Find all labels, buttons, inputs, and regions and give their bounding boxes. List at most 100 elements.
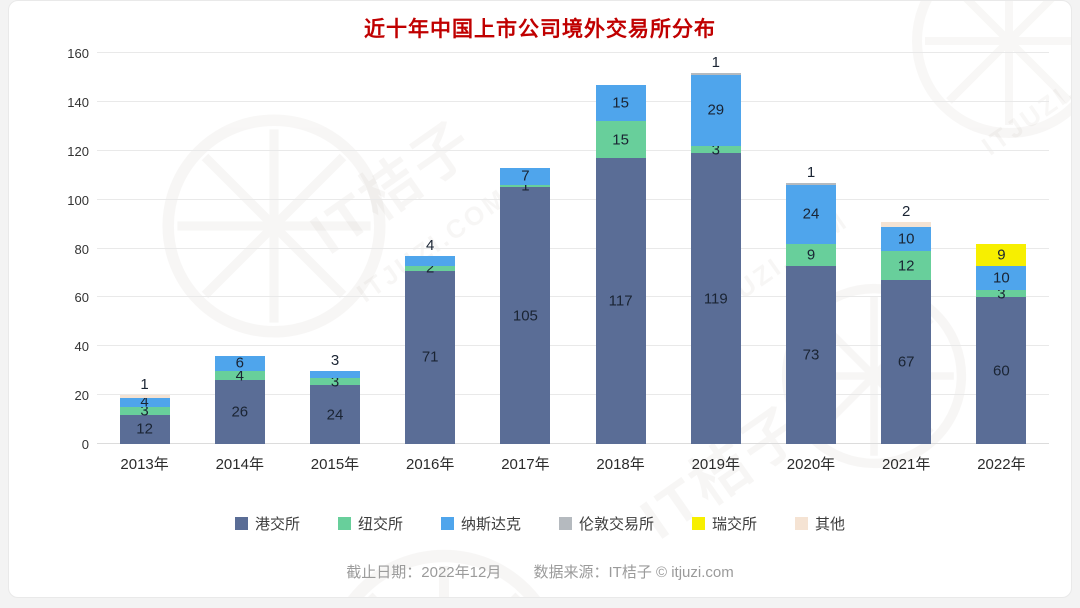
bar-value-label: 9 <box>997 246 1006 264</box>
bar-segment: 29 <box>690 75 741 146</box>
legend-item: 纽交所 <box>337 513 403 534</box>
bar-value-label: 3 <box>997 285 1006 303</box>
bar-segment: 1 <box>500 179 551 194</box>
legend-item: 瑞交所 <box>692 513 757 534</box>
gridline <box>97 394 1049 396</box>
legend-label: 纳斯达克 <box>460 516 521 533</box>
bar-slot: 24 3 3 <box>287 53 382 444</box>
x-axis-label: 2014年 <box>215 456 264 473</box>
bar-value-label: 60 <box>993 362 1010 380</box>
bar-slot: 67 12 10 2 <box>859 53 954 444</box>
bar-value-label: 15 <box>612 131 629 149</box>
x-axis-label: 2021年 <box>882 456 931 473</box>
bar-slot: 26 4 6 <box>192 53 287 444</box>
bar-segment: 7 <box>500 167 551 185</box>
x-axis-label: 2017年 <box>501 456 550 473</box>
legend-item: 纳斯达克 <box>440 513 521 534</box>
gridline <box>97 100 1049 102</box>
gridline <box>97 149 1049 151</box>
bar-segment: 105 <box>500 187 551 444</box>
legend-marker <box>234 517 248 530</box>
y-axis-tick-label: 60 <box>74 290 89 306</box>
legend-label: 港交所 <box>254 516 300 533</box>
gridline <box>97 52 1049 53</box>
bar-segment: 4 <box>214 368 265 383</box>
y-axis-tick-label: 160 <box>67 46 89 61</box>
bar-segment: 9 <box>785 243 836 266</box>
bar-value-label: 1 <box>521 177 530 195</box>
bar-value-label: 71 <box>421 348 439 366</box>
y-axis-tick-label: 40 <box>74 339 89 355</box>
x-axis-label: 2022年 <box>977 456 1026 473</box>
footer-source: 数据来源：IT桔子 © itjuzi.com <box>533 564 734 581</box>
bar-value-label: 3 <box>711 141 720 159</box>
bar-segment: 15 <box>595 121 646 159</box>
bar-segment: 71 <box>405 270 456 444</box>
plot-area: 0 20 40 60 80 100 120 140 160 12 3 4 1 26 4 6 24 3 3 71 2 4 10… <box>67 46 1049 452</box>
bar-value-label: 1 <box>140 376 149 394</box>
bar-value-label: 4 <box>426 236 435 254</box>
bar-value-label: 117 <box>608 292 633 310</box>
bar-segment: 119 <box>690 153 741 444</box>
bar-value-label: 3 <box>140 402 149 420</box>
bar-segment: 12 <box>881 250 932 281</box>
bar-value-label: 26 <box>231 403 249 421</box>
bar-value-label: 2 <box>426 259 435 277</box>
x-axis: 2013年 2014年 2015年 2016年 2017年 2018年 2019年 2020年… <box>97 453 1049 475</box>
bar-value-label: 1 <box>711 53 720 71</box>
gridline <box>97 443 1049 444</box>
legend-item: 其他 <box>795 513 845 534</box>
bar-segment: 15 <box>595 84 646 122</box>
bar-segment: 24 <box>309 385 360 444</box>
bar-segment <box>881 221 932 227</box>
bar-value-label: 1 <box>806 163 816 181</box>
legend-marker <box>440 517 454 530</box>
legend-item: 港交所 <box>234 513 300 534</box>
bar-value-label: 4 <box>235 367 244 385</box>
y-axis-tick-label: 80 <box>74 241 89 257</box>
bar-segment <box>405 255 456 266</box>
bar-value-label: 29 <box>707 101 725 119</box>
bar-value-label: 24 <box>802 205 820 223</box>
bar-segment: 10 <box>881 226 932 251</box>
chart-title: 近十年中国上市公司境外交易所分布 <box>364 18 716 41</box>
bar-slot: 105 1 7 <box>478 53 573 444</box>
legend-marker <box>337 517 351 530</box>
bar-value-label: 3 <box>330 373 340 391</box>
gridline <box>97 345 1049 347</box>
legend-item: 伦敦交易所 <box>559 513 654 534</box>
legend-label: 纽交所 <box>357 516 403 533</box>
legend-label: 其他 <box>815 516 846 533</box>
bar-value-label: 3 <box>330 351 340 369</box>
bar-segment: 60 <box>976 297 1027 444</box>
bar-segment <box>690 72 741 75</box>
bar-segment: 117 <box>595 158 646 444</box>
footer: 截止日期：2022年12月 数据来源：IT桔子 © itjuzi.com <box>9 561 1071 582</box>
bar-segment: 10 <box>976 265 1027 291</box>
bar-segment: 3 <box>119 404 170 419</box>
bar-slot: 60 3 10 9 <box>954 53 1049 444</box>
gridline <box>97 198 1049 200</box>
bar-segment: 9 <box>976 243 1027 266</box>
bar-value-label: 105 <box>512 307 538 325</box>
bar-segment: 12 <box>119 414 170 444</box>
bar-slot: 73 9 24 1 <box>763 53 858 444</box>
bar-value-label: 2 <box>902 202 911 220</box>
x-axis-label: 2019年 <box>691 456 740 473</box>
bar-segment <box>309 370 360 379</box>
footer-date: 截止日期：2022年12月 <box>346 564 502 581</box>
bar-value-label: 7 <box>521 167 530 185</box>
bar-slot: 119 3 29 1 <box>668 53 763 444</box>
legend-label: 伦敦交易所 <box>579 516 655 533</box>
y-axis-tick-label: 100 <box>67 192 89 208</box>
bar-value-label: 119 <box>703 290 728 308</box>
bar-value-label: 12 <box>136 420 153 438</box>
gridline <box>97 296 1049 298</box>
chart-card: IT桔子 ITJUZI.COM IT桔子 ITJUZI.COM ITJUZI.C… <box>8 0 1072 598</box>
bar-segment: 3 <box>976 286 1027 301</box>
gridline <box>97 247 1049 249</box>
bar-value-label: 10 <box>993 269 1010 287</box>
x-axis-label: 2020年 <box>786 456 836 473</box>
bar-segment <box>119 395 170 398</box>
bar-segment: 26 <box>214 380 265 444</box>
